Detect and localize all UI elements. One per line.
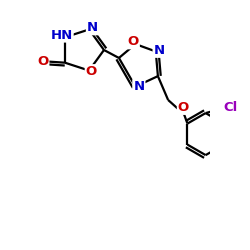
Text: O: O — [86, 65, 97, 78]
Text: O: O — [178, 101, 189, 114]
Text: Cl: Cl — [223, 101, 237, 114]
Text: O: O — [128, 35, 139, 48]
Text: N: N — [133, 80, 144, 93]
Text: N: N — [154, 44, 165, 57]
Text: HN: HN — [50, 28, 73, 42]
Text: O: O — [37, 55, 48, 68]
Text: N: N — [87, 21, 98, 34]
